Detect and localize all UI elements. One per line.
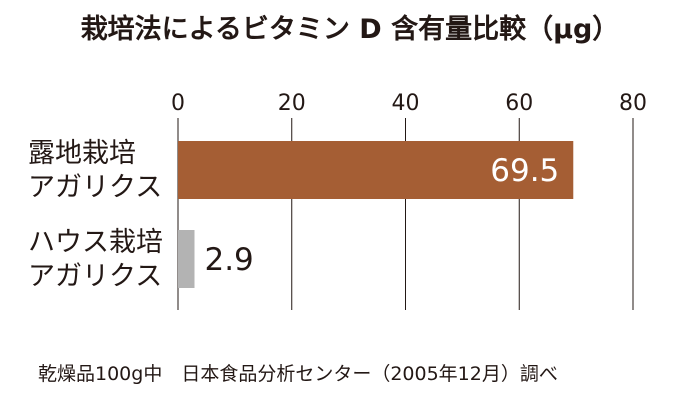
x-tick-label-80: 80 — [619, 91, 647, 116]
bars — [178, 141, 574, 288]
value-labels: 69.5 2.9 — [204, 153, 559, 278]
category-label-1-line-2: アガリクス — [28, 172, 162, 203]
bar-1 — [178, 141, 574, 199]
x-tick-label-60: 60 — [505, 91, 533, 116]
chart-title: 栽培法によるビタミン D 含有量比較（μg） — [81, 13, 620, 45]
value-label-2: 2.9 — [204, 242, 253, 278]
x-tick-label-40: 40 — [392, 91, 420, 116]
category-label-2-line-1: ハウス栽培 — [28, 227, 163, 258]
x-tick-label-20: 20 — [278, 91, 306, 116]
bar-2 — [178, 230, 195, 288]
category-label-2-line-2: アガリクス — [28, 261, 162, 292]
x-axis-tick-labels: 0 20 40 60 80 — [171, 91, 647, 116]
footnote: 乾燥品100g中 日本食品分析センター（2005年12月）調べ — [38, 363, 558, 385]
category-label-1-line-1: 露地栽培 — [28, 138, 136, 169]
value-label-1: 69.5 — [490, 153, 559, 189]
x-tick-label-0: 0 — [171, 91, 185, 116]
